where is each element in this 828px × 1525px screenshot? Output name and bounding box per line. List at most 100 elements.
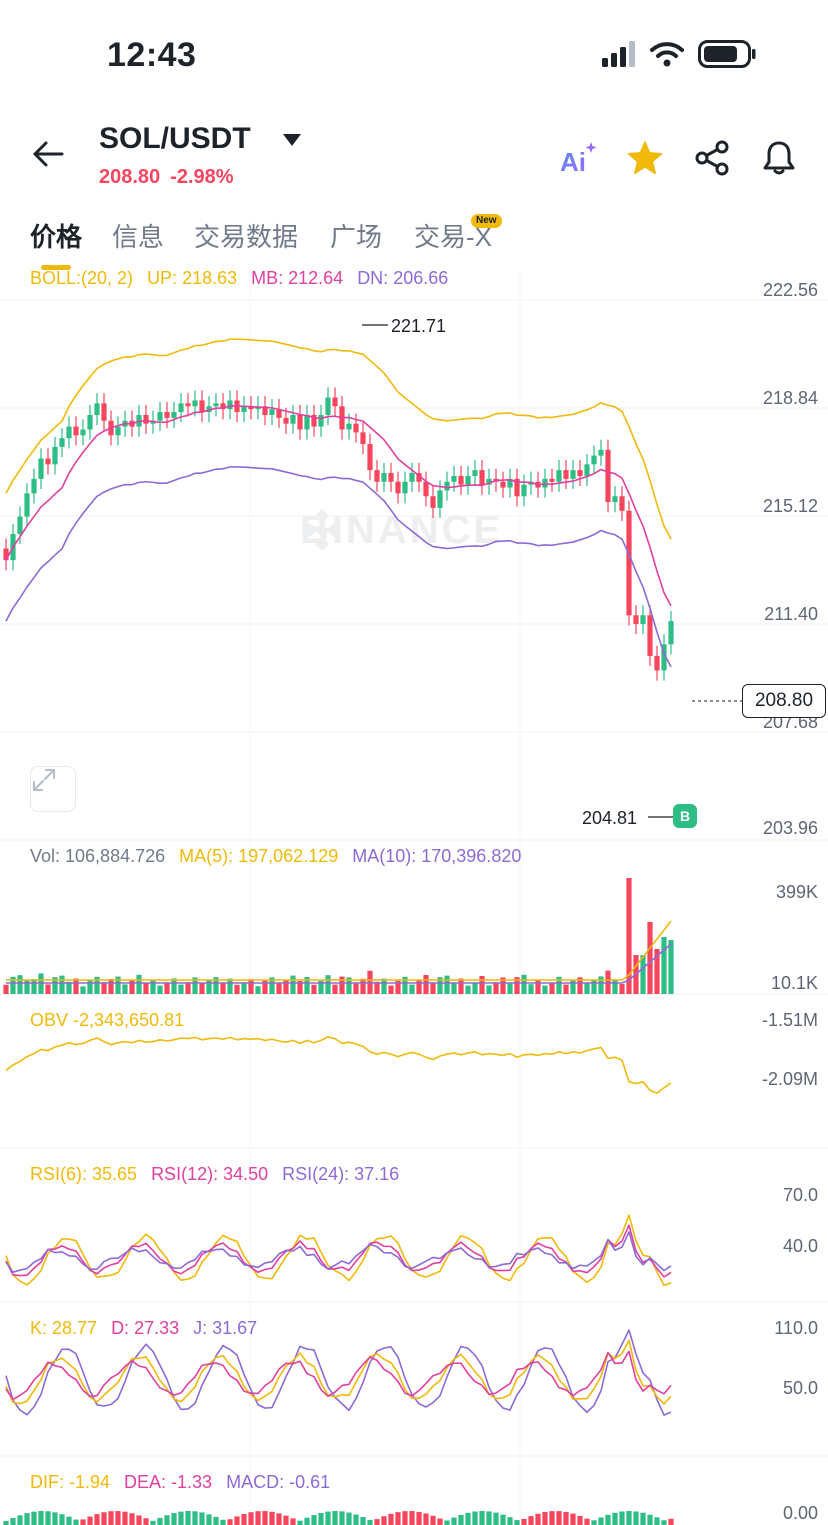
- candle: [507, 478, 513, 488]
- volume-bar: [220, 983, 226, 994]
- share-button[interactable]: [692, 138, 732, 178]
- macd-bar: [430, 1515, 436, 1525]
- candle: [332, 397, 338, 407]
- fullscreen-button[interactable]: [30, 766, 76, 812]
- candle: [444, 481, 450, 491]
- caret-down-icon[interactable]: [282, 132, 302, 148]
- ai-button[interactable]: Ai: [558, 138, 598, 178]
- volume-bar: [437, 977, 443, 994]
- macd-bar: [626, 1511, 632, 1525]
- macd-bar: [192, 1511, 198, 1525]
- candle: [346, 423, 352, 430]
- volume-bar: [143, 982, 149, 994]
- macd-bar: [423, 1513, 429, 1525]
- volume-bar: [136, 974, 142, 994]
- volume-bar: [374, 981, 380, 994]
- macd-bar: [31, 1511, 37, 1525]
- candle: [59, 438, 65, 447]
- tab-info[interactable]: 信息: [112, 222, 165, 252]
- macd-bar: [486, 1511, 492, 1525]
- candle: [598, 449, 604, 456]
- vol-axis-label: 10.1K: [770, 973, 818, 993]
- macd-bar: [220, 1519, 226, 1525]
- tab-square[interactable]: 广场: [330, 222, 383, 252]
- candle: [311, 414, 317, 427]
- macd-bar: [171, 1513, 177, 1525]
- volume-bar: [570, 980, 576, 994]
- candle: [171, 412, 177, 418]
- macd-bar: [80, 1519, 86, 1525]
- macd-bar: [444, 1520, 450, 1525]
- macd-bar: [493, 1512, 499, 1525]
- boll-params: BOLL:(20, 2): [30, 268, 134, 288]
- kdj-axis-label: 50.0: [782, 1378, 818, 1398]
- candle: [24, 493, 30, 517]
- rsi-axis-label: 40.0: [782, 1236, 818, 1256]
- macd-bar: [66, 1516, 72, 1525]
- macd-bar: [556, 1511, 562, 1525]
- alert-button[interactable]: [759, 138, 799, 178]
- macd-bar: [199, 1512, 205, 1525]
- macd-bar: [94, 1514, 100, 1525]
- vol-value: Vol: 106,884.726: [30, 846, 166, 866]
- rsi12: RSI(12): 34.50: [151, 1164, 269, 1184]
- macd-bar: [290, 1518, 296, 1525]
- tab-trading-data[interactable]: 交易数据: [194, 222, 299, 252]
- macd-bar: [157, 1517, 163, 1525]
- kline-chart[interactable]: BINANCE BOLL:(20, 2) UP: 218.63 MB: 212.64…: [0, 268, 828, 1525]
- volume-bar: [297, 981, 303, 994]
- candle: [367, 444, 373, 471]
- kdj-k-line: [5, 1339, 672, 1405]
- candle: [570, 470, 576, 479]
- volume-bar: [332, 984, 338, 994]
- macd-bar: [24, 1513, 30, 1525]
- candle: [458, 475, 464, 485]
- candle: [472, 470, 478, 476]
- volume-bar: [262, 980, 268, 994]
- macd-bar: [339, 1511, 345, 1525]
- obv-axis-label: -1.51M: [761, 1010, 818, 1030]
- buy-marker[interactable]: B: [673, 804, 697, 828]
- candle: [101, 403, 107, 421]
- candle: [290, 414, 296, 424]
- candle: [269, 409, 275, 415]
- candle: [157, 412, 163, 421]
- candle: [591, 455, 597, 465]
- volume-bar: [10, 976, 16, 994]
- candle: [206, 406, 212, 413]
- volume-bar: [52, 977, 58, 994]
- volume-bar: [640, 955, 646, 994]
- candle: [199, 400, 205, 413]
- macd-bar: [206, 1514, 212, 1525]
- favorite-button[interactable]: [625, 138, 665, 178]
- macd-bar: [325, 1511, 331, 1525]
- candle: [143, 414, 149, 424]
- volume-bar: [619, 984, 625, 994]
- candle: [3, 548, 9, 561]
- back-button[interactable]: [28, 136, 68, 172]
- candle: [423, 481, 429, 497]
- battery-icon: [698, 40, 756, 68]
- macd-bar: [136, 1515, 142, 1525]
- volume-bar: [591, 979, 597, 994]
- candle: [654, 655, 660, 671]
- volume-bar: [80, 986, 86, 994]
- macd-legend: DIF: -1.94 DEA: -1.33 MACD: -0.61: [30, 1472, 344, 1493]
- volume-bar: [45, 984, 51, 994]
- volume-bar: [129, 980, 135, 994]
- macd-axis-label: 0.00: [782, 1503, 818, 1523]
- macd-bar: [409, 1511, 415, 1525]
- macd-bar: [654, 1517, 660, 1525]
- volume-bar: [255, 986, 261, 994]
- volume-bar: [395, 980, 401, 994]
- expand-icon: [33, 769, 55, 791]
- macd-bar: [213, 1516, 219, 1525]
- macd-bar: [101, 1512, 107, 1525]
- boll-up-line: [5, 338, 672, 540]
- tab-price[interactable]: 价格: [30, 222, 83, 252]
- pair-title[interactable]: SOL/USDT: [99, 122, 251, 155]
- macd-bar: [549, 1511, 555, 1525]
- macd-bar: [332, 1511, 338, 1525]
- volume-bar: [353, 983, 359, 994]
- macd-bar: [640, 1512, 646, 1525]
